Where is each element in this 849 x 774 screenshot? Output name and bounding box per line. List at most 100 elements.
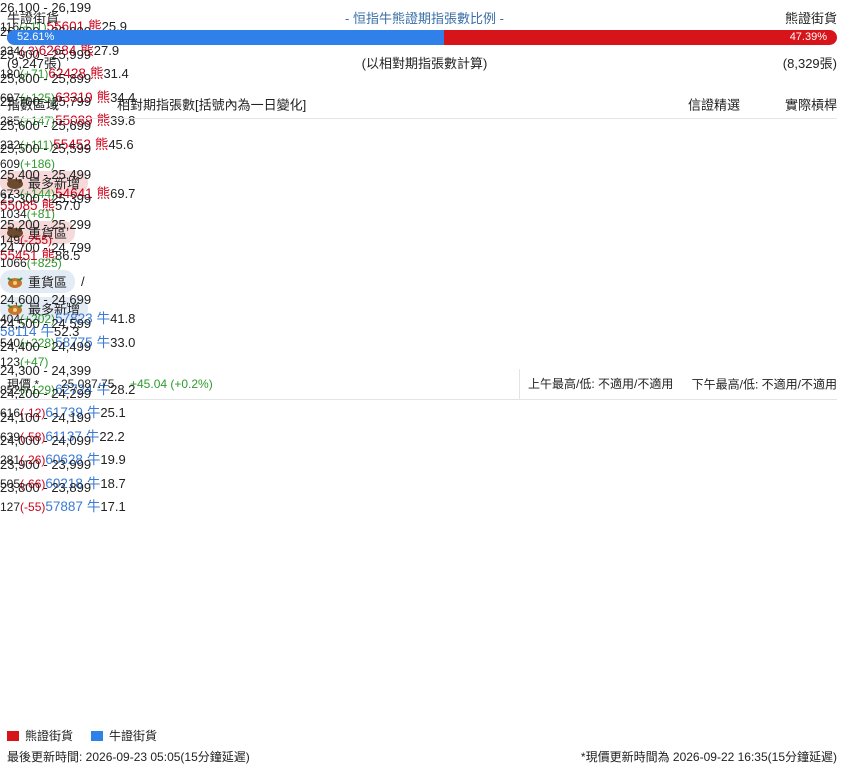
am-high-low: 上午最高/低: 不適用/不適用 bbox=[519, 369, 673, 399]
tag-line: 重貨區 / bbox=[0, 270, 849, 293]
count-label: 149(-255) bbox=[0, 233, 52, 247]
warrant-code: 55451 bbox=[0, 247, 38, 263]
count-label: 673(+144) bbox=[0, 187, 55, 201]
leverage: 18.7 bbox=[100, 475, 126, 491]
warrant-code: 63319 bbox=[55, 89, 93, 105]
warrant-side: 牛 bbox=[86, 452, 101, 467]
footer-left: 最後更新時間: 2026-09-23 05:05(15分鐘延遲) bbox=[7, 750, 250, 764]
leverage: 69.7 bbox=[110, 186, 136, 201]
warrant-side: 牛 bbox=[96, 381, 111, 397]
warrant-link[interactable]: 61137 牛 bbox=[45, 429, 99, 444]
warrant-side: 熊 bbox=[80, 42, 94, 58]
tag-line: 最多新增 bbox=[0, 171, 849, 194]
index-range: 24,200 - 24,299 bbox=[0, 386, 92, 401]
count-label: 180(+71) bbox=[0, 67, 48, 81]
count: 639 bbox=[0, 429, 21, 444]
warrant-link[interactable]: 57823 牛 bbox=[55, 311, 110, 326]
index-range: 24,000 - 24,099 bbox=[0, 433, 92, 448]
warrant-link[interactable]: 55452 熊 bbox=[53, 137, 108, 152]
leverage: 22.2 bbox=[99, 428, 125, 444]
price-label: 現價 * bbox=[7, 377, 40, 392]
warrant-side: 牛 bbox=[96, 334, 111, 350]
count: 149 bbox=[0, 232, 21, 247]
index-range: 24,500 - 24,599 bbox=[0, 315, 92, 331]
table-row: 24,500 - 24,599 540(+228)58775 牛33.0 bbox=[0, 315, 849, 350]
warrant-code: 60628 bbox=[45, 452, 83, 467]
leverage: 57.0 bbox=[55, 198, 81, 213]
count: 852 bbox=[0, 382, 21, 397]
warrant-link[interactable]: 61739 牛 bbox=[45, 405, 100, 420]
warrant-link[interactable]: 62684 熊 bbox=[39, 43, 94, 58]
change: (+71) bbox=[20, 67, 49, 81]
column-title: 信證精選 bbox=[688, 97, 741, 113]
leverage: 27.9 bbox=[93, 42, 120, 58]
table-row: 25,400 - 25,499 673(+144)54641 熊69.7 bbox=[0, 167, 849, 201]
count: 234 bbox=[0, 43, 21, 58]
legend: 熊證街貨 牛證街貨 bbox=[7, 727, 157, 744]
warrant-side: 牛 bbox=[85, 428, 100, 444]
table-row: 25,600 - 25,699 232(+111)55452 熊45.6 bbox=[0, 118, 849, 152]
leverage: 41.8 bbox=[110, 311, 136, 326]
bull-label: 牛證街貨 bbox=[7, 11, 60, 26]
index-range: 23,900 - 23,999 bbox=[0, 456, 92, 472]
legend-label: 牛證街貨 bbox=[109, 729, 158, 743]
warrant-side: 熊 bbox=[41, 198, 56, 213]
count-label: 505(-66) bbox=[0, 477, 45, 491]
count-label: 285(+147) bbox=[0, 114, 55, 128]
legend-swatch bbox=[7, 730, 19, 741]
warrant-link[interactable]: 63319 熊 bbox=[55, 90, 110, 105]
note: (以相對期指張數計算) bbox=[361, 56, 488, 71]
change: (+825) bbox=[26, 256, 62, 270]
count-label: 232(+111) bbox=[0, 138, 53, 152]
leverage: 39.8 bbox=[110, 113, 136, 128]
warrant-code: 61739 bbox=[45, 405, 83, 420]
legend-swatch bbox=[91, 730, 104, 741]
warrant-link[interactable]: 62724 牛 bbox=[55, 382, 110, 397]
warrant-side: 牛 bbox=[86, 405, 101, 420]
warrant-code: 55089 bbox=[55, 113, 93, 128]
tag-line: 重貨區 bbox=[0, 220, 849, 244]
warrant-code: 57823 bbox=[55, 311, 93, 326]
warrant-link[interactable]: 58114 牛 bbox=[0, 324, 54, 339]
tag: 重貨區 bbox=[0, 270, 76, 293]
warrant-code: 60218 bbox=[45, 475, 83, 491]
leverage: 28.2 bbox=[110, 381, 136, 397]
price: 25,087.75 bbox=[61, 377, 115, 391]
warrant-link[interactable]: 60218 牛 bbox=[45, 476, 100, 491]
column-title: 指數區域 bbox=[7, 97, 60, 113]
warrant-code: 57887 bbox=[45, 499, 83, 514]
warrant-link[interactable]: 60628 牛 bbox=[45, 452, 100, 467]
table-row: 23,900 - 23,999 505(-66)60218 牛18.7 bbox=[0, 456, 849, 491]
warrant-side: 熊 bbox=[94, 136, 109, 152]
warrant-link[interactable]: 57887 牛 bbox=[45, 499, 100, 514]
count-label: 123(+47) bbox=[0, 355, 48, 369]
warrant-link[interactable]: 55085 熊 bbox=[0, 198, 55, 213]
change: (+47) bbox=[20, 355, 49, 369]
tag-icon bbox=[7, 276, 23, 288]
tag: 重貨區 bbox=[0, 220, 76, 244]
change: (+228) bbox=[20, 335, 56, 350]
count-label: 404(+202) bbox=[0, 312, 55, 326]
warrant-link[interactable]: 55089 熊 bbox=[55, 113, 110, 128]
warrant-side: 牛 bbox=[86, 475, 101, 491]
warrant-link[interactable]: 55451 熊 bbox=[0, 248, 55, 263]
leverage: 45.6 bbox=[108, 136, 134, 152]
count: 1034 bbox=[0, 206, 27, 221]
bull-pct: 52.61% bbox=[17, 31, 55, 43]
warrant-code: 55452 bbox=[53, 136, 91, 152]
warrant-link[interactable]: 62428 熊 bbox=[48, 66, 103, 81]
change: (-3) bbox=[20, 43, 39, 58]
price-row: 現價 * 25,087.75 +45.04 (+0.2%) 上午最高/低: 不適用/不… bbox=[7, 369, 837, 400]
count-label: 127(-55) bbox=[0, 500, 45, 514]
leverage: 31.4 bbox=[103, 66, 129, 81]
leverage: 33.0 bbox=[110, 334, 136, 350]
table-row: 24,100 - 24,199 639(-58)61137 牛22.2 bbox=[0, 410, 849, 444]
change: (+111) bbox=[20, 137, 54, 152]
tag-icon bbox=[7, 303, 23, 315]
warrant-link[interactable]: 58775 牛 bbox=[55, 335, 110, 350]
warrant-link[interactable]: 54641 熊 bbox=[55, 186, 110, 201]
tag: 最多新增 bbox=[0, 297, 89, 320]
bear-ratio bbox=[444, 30, 837, 45]
warrant-code: 54641 bbox=[55, 186, 93, 201]
leverage: 52.3 bbox=[54, 324, 80, 339]
